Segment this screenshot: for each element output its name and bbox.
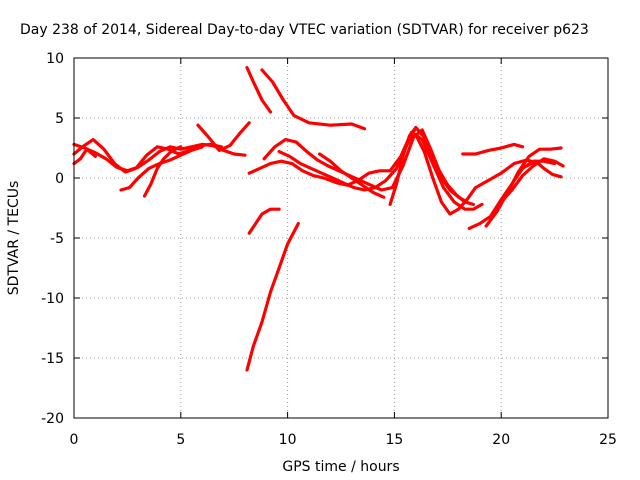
chart-series-group: [72, 65, 565, 372]
x-tick-label: 15: [385, 432, 403, 448]
series-sat-m: [277, 125, 469, 204]
y-tick-label: 0: [55, 171, 64, 187]
series-sat-g: [247, 207, 281, 235]
series-sat-n: [318, 152, 386, 199]
y-tick-labels: -20 -15 -10 -5 0 5 10: [41, 51, 64, 427]
x-axis-label: GPS time / hours: [282, 459, 399, 475]
series-sat-p: [414, 133, 538, 216]
series-sat-q: [461, 142, 525, 156]
series-sat-h: [245, 222, 300, 372]
series-sat-j: [260, 68, 367, 131]
y-tick-label: -20: [41, 411, 64, 427]
y-axis-label: SDTVAR / TECUs: [6, 181, 22, 296]
y-tick-label: -15: [41, 351, 64, 367]
chart-title: Day 238 of 2014, Sidereal Day-to-day VTE…: [20, 22, 589, 38]
series-sat-u: [525, 159, 563, 179]
series-sat-c: [72, 147, 98, 166]
x-tick-label: 25: [599, 432, 617, 448]
y-tick-label: 5: [55, 111, 64, 127]
y-tick-label: -5: [50, 231, 64, 247]
series-sat-i: [245, 65, 273, 114]
series-sat-o: [388, 125, 424, 206]
y-tick-label: -10: [41, 291, 64, 307]
chart-ticks: [73, 57, 609, 419]
series-sat-s: [484, 146, 563, 228]
x-tick-labels: 0 5 10 15 20 25: [70, 432, 617, 448]
x-tick-label: 10: [279, 432, 297, 448]
x-tick-label: 20: [492, 432, 510, 448]
x-tick-label: 5: [176, 432, 185, 448]
series-sat-t: [499, 157, 565, 204]
series-sat-k: [247, 130, 484, 211]
y-tick-label: 10: [46, 51, 64, 67]
x-tick-label: 0: [70, 432, 79, 448]
series-sat-f: [196, 121, 251, 152]
series-sat-e: [142, 145, 183, 198]
